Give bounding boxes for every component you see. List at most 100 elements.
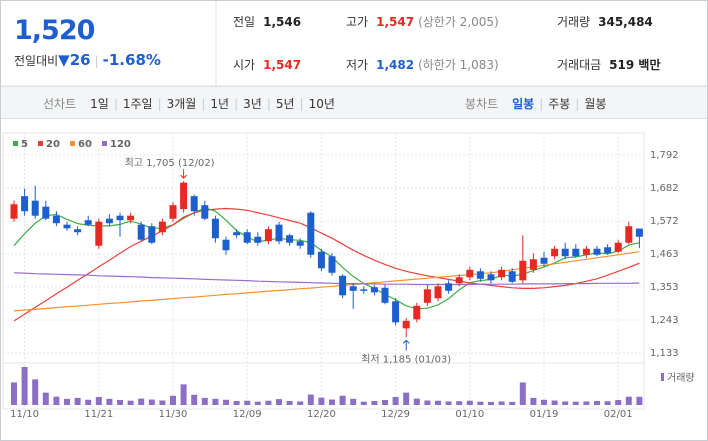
candle-body bbox=[116, 215, 124, 221]
x-tick-label: 11/10 bbox=[10, 409, 39, 420]
stat-value: 1,482 bbox=[376, 58, 415, 72]
candle-body bbox=[370, 287, 378, 293]
high-arrow bbox=[180, 169, 187, 179]
stat-note: (상한가 2,005) bbox=[418, 15, 499, 29]
candle-body bbox=[222, 239, 230, 251]
legend-swatch bbox=[70, 141, 75, 146]
volume-bar bbox=[32, 379, 39, 405]
stat-value: 519 백만 bbox=[609, 58, 661, 72]
tab[interactable]: 일봉 bbox=[512, 97, 535, 111]
volume-bar bbox=[339, 395, 346, 405]
candle-body bbox=[519, 260, 527, 281]
candle-body bbox=[95, 221, 103, 246]
volume-label: 거래량 bbox=[667, 372, 695, 384]
volume-bar bbox=[191, 394, 198, 405]
x-tick-label: 02/01 bbox=[604, 409, 633, 420]
candle-body bbox=[105, 218, 113, 224]
tab[interactable]: 3개월 bbox=[166, 97, 197, 111]
volume-swatch bbox=[661, 373, 664, 381]
tab[interactable]: 1년 bbox=[210, 97, 230, 111]
legend-swatch bbox=[102, 141, 107, 146]
volume-bar bbox=[95, 396, 102, 405]
volume-bar bbox=[318, 397, 325, 405]
stat: 거래량 345,484 bbox=[557, 13, 653, 30]
candle-body bbox=[148, 226, 156, 243]
tab[interactable]: 5년 bbox=[275, 97, 295, 111]
candle-body bbox=[243, 232, 251, 243]
change-pct: -1.68% bbox=[102, 51, 161, 69]
volume-bar bbox=[106, 398, 113, 405]
candle-body bbox=[339, 275, 347, 296]
volume-bar bbox=[583, 401, 590, 405]
candle-body bbox=[635, 228, 643, 237]
volume-bar bbox=[456, 401, 463, 405]
volume-bar bbox=[594, 400, 600, 405]
candle-body bbox=[137, 224, 145, 240]
volume-bar bbox=[371, 400, 378, 405]
volume-bar bbox=[519, 382, 526, 405]
volume-bar bbox=[424, 400, 431, 405]
volume-bar bbox=[435, 400, 441, 405]
volume-bar bbox=[127, 400, 134, 405]
tab[interactable]: 1주일 bbox=[122, 97, 153, 111]
candle-body bbox=[540, 257, 548, 264]
y-tick-label: 1,572 bbox=[650, 216, 679, 227]
volume-bar bbox=[477, 401, 484, 405]
tab-group: 선차트 1일 | 1주일 | 3개월 | 1년 | 3년 | 5년 | 10년 bbox=[43, 97, 335, 111]
y-tick-label: 1,353 bbox=[650, 282, 679, 293]
change-label: 전일대비 bbox=[14, 54, 59, 68]
low-arrow bbox=[402, 339, 410, 351]
stat-value: 1,547 bbox=[376, 15, 415, 29]
tab[interactable]: 주봉 bbox=[548, 97, 571, 111]
candle-body bbox=[402, 320, 410, 329]
legend-label: 120 bbox=[110, 139, 131, 150]
candle-body bbox=[201, 205, 209, 219]
x-tick-label: 12/09 bbox=[233, 409, 262, 420]
candle-body bbox=[413, 305, 421, 320]
volume-bar bbox=[382, 400, 388, 405]
tab-bar: 선차트 1일 | 1주일 | 3개월 | 1년 | 3년 | 5년 | 10년 봉차트 일봉 | 주봉 | 월봉 bbox=[1, 86, 707, 119]
candle-body bbox=[127, 215, 135, 221]
volume-bar bbox=[148, 399, 155, 405]
candle-body bbox=[233, 232, 241, 236]
candle-body bbox=[275, 224, 283, 242]
y-tick-label: 1,243 bbox=[650, 315, 679, 326]
stat-label: 거래량 bbox=[557, 15, 591, 29]
stat-value: 1,546 bbox=[263, 15, 302, 29]
candle-body bbox=[604, 247, 612, 254]
tab[interactable]: 10년 bbox=[308, 97, 335, 111]
tab[interactable]: 월봉 bbox=[584, 97, 607, 111]
volume-bar bbox=[392, 396, 399, 405]
tab[interactable]: 3년 bbox=[243, 97, 262, 111]
candle-body bbox=[254, 236, 262, 243]
volume-bar bbox=[403, 392, 410, 405]
volume-bar bbox=[85, 399, 92, 405]
candle-body bbox=[307, 212, 315, 255]
plot-frame bbox=[2, 132, 645, 410]
stat: 거래대금 519 백만 bbox=[557, 56, 660, 73]
tab-group-label: 선차트 bbox=[43, 97, 77, 111]
candle-body bbox=[466, 269, 474, 278]
candle-body bbox=[264, 229, 272, 242]
volume-bar bbox=[297, 401, 304, 405]
candle-body bbox=[360, 289, 368, 291]
volume-bar bbox=[223, 399, 229, 405]
change-value: 26 bbox=[69, 51, 91, 69]
stat-label: 거래대금 bbox=[557, 58, 602, 72]
x-tick-label: 11/21 bbox=[84, 409, 113, 420]
volume-bar bbox=[21, 367, 28, 405]
stat-note: (하한가 1,083) bbox=[418, 58, 499, 72]
volume-bar bbox=[509, 401, 516, 405]
volume-bar bbox=[530, 397, 537, 405]
volume-bar bbox=[138, 398, 145, 405]
change: 전일대비▼26 | -1.68% bbox=[14, 51, 161, 69]
tab[interactable]: 1일 bbox=[90, 97, 109, 111]
candle-body bbox=[561, 248, 569, 257]
candle-body bbox=[381, 287, 389, 303]
y-tick-label: 1,792 bbox=[650, 150, 679, 161]
high-annotation: 최고 1,705 (12/02) bbox=[125, 157, 215, 169]
candle-body bbox=[445, 283, 453, 291]
volume-bar bbox=[53, 396, 60, 405]
